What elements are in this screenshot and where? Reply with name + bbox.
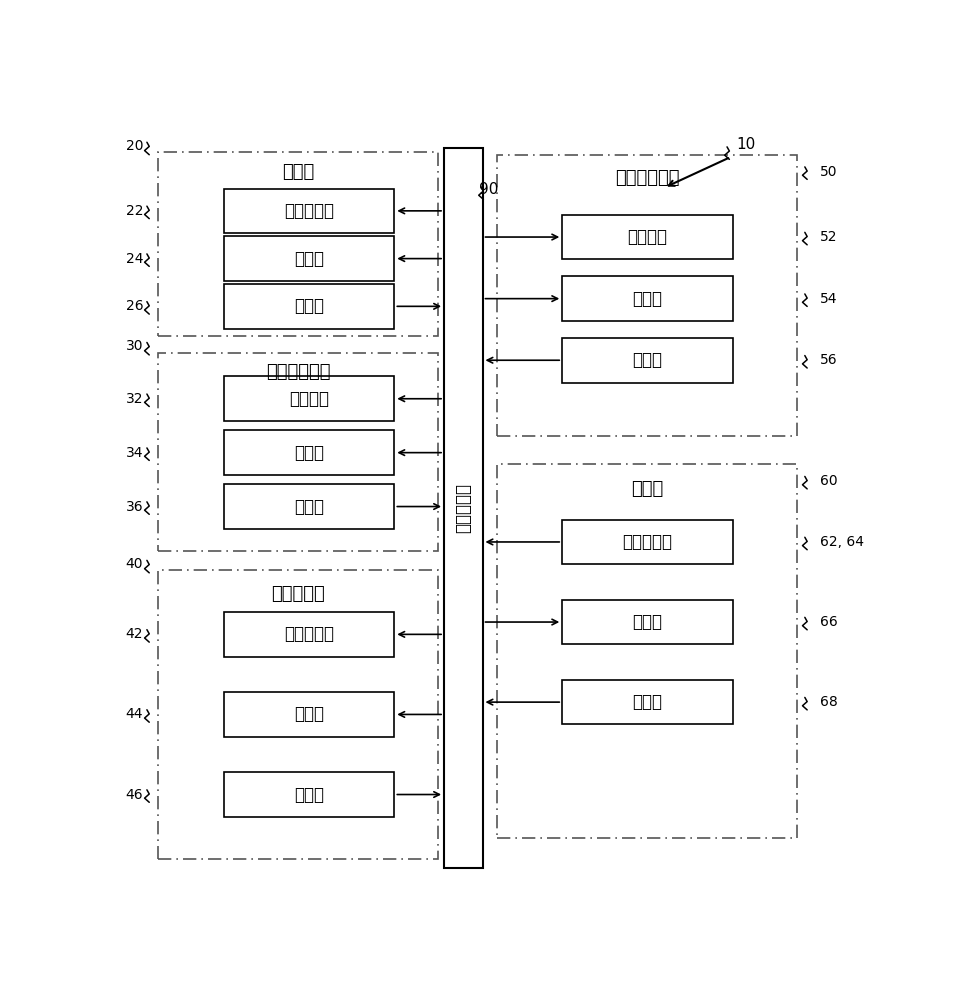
Text: 32: 32 bbox=[125, 392, 143, 406]
Bar bbox=[224, 376, 395, 421]
Text: 26: 26 bbox=[125, 299, 143, 313]
Text: 46: 46 bbox=[125, 788, 143, 802]
Bar bbox=[224, 692, 395, 737]
Bar bbox=[158, 570, 438, 859]
Text: 照明系: 照明系 bbox=[282, 163, 315, 181]
Text: 基板载台装置: 基板载台装置 bbox=[615, 169, 680, 187]
Text: 10: 10 bbox=[736, 137, 755, 152]
Bar bbox=[562, 680, 732, 724]
Bar bbox=[497, 464, 797, 838]
Bar bbox=[158, 353, 438, 551]
Text: 42: 42 bbox=[125, 627, 143, 641]
Bar bbox=[158, 152, 438, 336]
Bar bbox=[224, 484, 395, 529]
Bar bbox=[224, 189, 395, 233]
Text: 22: 22 bbox=[125, 204, 143, 218]
Text: 载台本体: 载台本体 bbox=[289, 390, 329, 408]
Text: 测量系: 测量系 bbox=[632, 351, 663, 369]
Bar bbox=[224, 430, 395, 475]
Text: 34: 34 bbox=[125, 446, 143, 460]
Text: 主控制装置: 主控制装置 bbox=[454, 483, 472, 533]
Bar bbox=[224, 612, 395, 657]
Text: 30: 30 bbox=[125, 339, 143, 353]
Text: 50: 50 bbox=[819, 165, 837, 179]
Text: 驱动系: 驱动系 bbox=[632, 613, 663, 631]
Text: 光罩载台装置: 光罩载台装置 bbox=[266, 363, 331, 381]
Text: 对准系: 对准系 bbox=[631, 480, 663, 498]
Text: 56: 56 bbox=[819, 353, 837, 367]
Text: 40: 40 bbox=[125, 557, 143, 571]
Text: 驱动系: 驱动系 bbox=[294, 705, 324, 723]
Bar bbox=[497, 155, 797, 436]
Bar bbox=[224, 236, 395, 281]
Bar bbox=[562, 215, 732, 259]
Bar bbox=[444, 148, 483, 868]
Text: 20: 20 bbox=[125, 139, 143, 153]
Text: 投影光学系: 投影光学系 bbox=[272, 585, 325, 603]
Text: 载台本体: 载台本体 bbox=[627, 228, 667, 246]
Text: 测量系: 测量系 bbox=[632, 693, 663, 711]
Text: 68: 68 bbox=[819, 695, 837, 709]
Bar bbox=[224, 772, 395, 817]
Text: 驱动系: 驱动系 bbox=[294, 444, 324, 462]
Text: 54: 54 bbox=[819, 292, 837, 306]
Text: 90: 90 bbox=[479, 182, 498, 197]
Text: 投影系本体: 投影系本体 bbox=[284, 625, 335, 643]
Text: 62, 64: 62, 64 bbox=[819, 535, 863, 549]
Text: 测量系: 测量系 bbox=[294, 786, 324, 804]
Text: 测量系: 测量系 bbox=[294, 297, 324, 315]
Bar bbox=[562, 600, 732, 644]
Bar bbox=[562, 276, 732, 321]
Text: 60: 60 bbox=[819, 474, 837, 488]
Text: 24: 24 bbox=[125, 252, 143, 266]
Text: 66: 66 bbox=[819, 615, 837, 629]
Text: 驱动系: 驱动系 bbox=[294, 250, 324, 268]
Text: 照明系本体: 照明系本体 bbox=[284, 202, 335, 220]
Text: 驱动系: 驱动系 bbox=[632, 290, 663, 308]
Text: 36: 36 bbox=[125, 500, 143, 514]
Bar bbox=[562, 338, 732, 383]
Text: 测量系: 测量系 bbox=[294, 498, 324, 516]
Text: 44: 44 bbox=[125, 707, 143, 721]
Text: 52: 52 bbox=[819, 230, 837, 244]
Text: 对准显微镜: 对准显微镜 bbox=[622, 533, 672, 551]
Bar bbox=[562, 520, 732, 564]
Bar bbox=[224, 284, 395, 329]
